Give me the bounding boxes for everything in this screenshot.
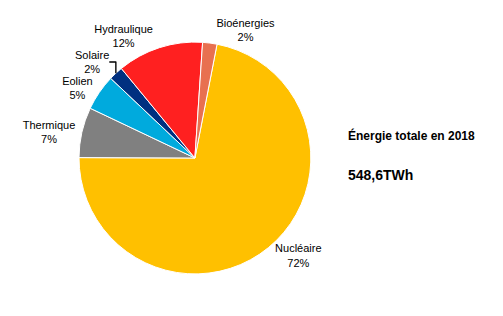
svg-text:Bioénergies2%: Bioénergies2% xyxy=(216,17,275,43)
svg-text:Hydraulique12%: Hydraulique12% xyxy=(94,23,153,49)
svg-text:Énergie totale en 2018: Énergie totale en 2018 xyxy=(348,128,475,143)
svg-text:Nucléaire72%: Nucléaire72% xyxy=(275,242,321,268)
svg-text:Solaire2%: Solaire2% xyxy=(75,49,109,75)
svg-text:Eolien5%: Eolien5% xyxy=(62,75,93,101)
svg-text:548,6TWh: 548,6TWh xyxy=(348,167,413,183)
svg-text:Thermique7%: Thermique7% xyxy=(23,119,76,145)
